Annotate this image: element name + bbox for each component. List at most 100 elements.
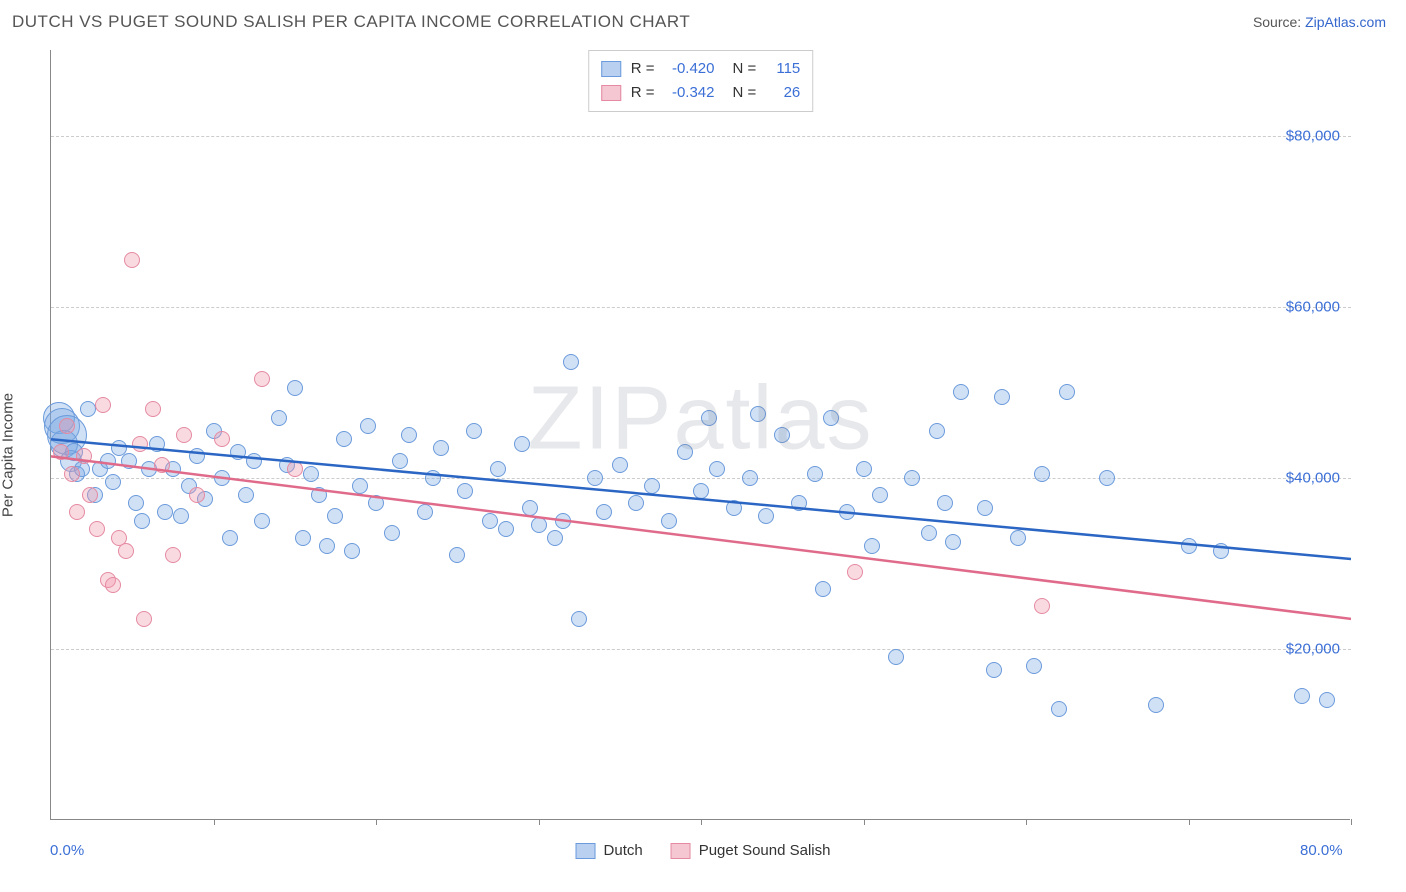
data-point-dutch: [303, 466, 319, 482]
correlation-legend: R =-0.420N =115R =-0.342N =26: [588, 50, 814, 112]
data-point-dutch: [1099, 470, 1115, 486]
data-point-dutch: [977, 500, 993, 516]
data-point-dutch: [904, 470, 920, 486]
source-link[interactable]: ZipAtlas.com: [1305, 14, 1386, 30]
data-point-salish: [76, 448, 92, 464]
data-point-dutch: [839, 504, 855, 520]
data-point-dutch: [628, 495, 644, 511]
data-point-dutch: [230, 444, 246, 460]
data-point-dutch: [815, 581, 831, 597]
data-point-salish: [53, 444, 69, 460]
data-point-salish: [176, 427, 192, 443]
data-point-dutch: [457, 483, 473, 499]
data-point-dutch: [1034, 466, 1050, 482]
data-point-salish: [189, 487, 205, 503]
trendline-salish: [51, 456, 1351, 619]
data-point-dutch: [490, 461, 506, 477]
data-point-dutch: [864, 538, 880, 554]
data-point-dutch: [986, 662, 1002, 678]
data-point-dutch: [327, 508, 343, 524]
data-point-dutch: [449, 547, 465, 563]
data-point-dutch: [563, 354, 579, 370]
y-axis-label: Per Capita Income: [0, 393, 17, 517]
data-point-dutch: [149, 436, 165, 452]
chart-container: Per Capita Income ZIPatlas R =-0.420N =1…: [0, 40, 1406, 870]
data-point-dutch: [214, 470, 230, 486]
data-point-dutch: [482, 513, 498, 529]
data-point-dutch: [742, 470, 758, 486]
data-point-dutch: [392, 453, 408, 469]
x-tick: [1026, 819, 1027, 825]
data-point-salish: [214, 431, 230, 447]
series-label: Dutch: [604, 842, 643, 859]
data-point-dutch: [417, 504, 433, 520]
x-tick: [1189, 819, 1190, 825]
swatch-icon: [671, 843, 691, 859]
gridline: [51, 649, 1351, 650]
data-point-salish: [69, 504, 85, 520]
data-point-salish: [82, 487, 98, 503]
data-point-dutch: [128, 495, 144, 511]
data-point-dutch: [937, 495, 953, 511]
gridline: [51, 136, 1351, 137]
data-point-dutch: [945, 534, 961, 550]
r-value: -0.420: [665, 57, 715, 81]
data-point-dutch: [466, 423, 482, 439]
x-tick: [864, 819, 865, 825]
r-label: R =: [631, 57, 655, 81]
swatch-icon: [576, 843, 596, 859]
data-point-dutch: [134, 513, 150, 529]
legend-item-salish: Puget Sound Salish: [671, 842, 831, 859]
data-point-salish: [254, 371, 270, 387]
data-point-dutch: [271, 410, 287, 426]
data-point-dutch: [1059, 384, 1075, 400]
data-point-dutch: [693, 483, 709, 499]
data-point-dutch: [522, 500, 538, 516]
data-point-dutch: [368, 495, 384, 511]
data-point-salish: [95, 397, 111, 413]
data-point-dutch: [872, 487, 888, 503]
data-point-dutch: [953, 384, 969, 400]
data-point-salish: [118, 543, 134, 559]
chart-header: DUTCH VS PUGET SOUND SALISH PER CAPITA I…: [0, 0, 1406, 40]
data-point-dutch: [173, 508, 189, 524]
x-tick: [376, 819, 377, 825]
data-point-dutch: [254, 513, 270, 529]
y-tick-label: $20,000: [1286, 640, 1340, 657]
data-point-dutch: [80, 401, 96, 417]
n-label: N =: [733, 57, 757, 81]
data-point-dutch: [587, 470, 603, 486]
plot-area: ZIPatlas R =-0.420N =115R =-0.342N =26 $…: [50, 50, 1350, 820]
gridline: [51, 307, 1351, 308]
data-point-dutch: [352, 478, 368, 494]
series-legend: Dutch Puget Sound Salish: [576, 842, 831, 859]
data-point-dutch: [336, 431, 352, 447]
n-value: 26: [766, 81, 800, 105]
data-point-dutch: [344, 543, 360, 559]
data-point-dutch: [425, 470, 441, 486]
data-point-dutch: [1148, 697, 1164, 713]
data-point-dutch: [498, 521, 514, 537]
data-point-salish: [59, 418, 75, 434]
data-point-salish: [132, 436, 148, 452]
data-point-dutch: [726, 500, 742, 516]
data-point-dutch: [384, 525, 400, 541]
legend-item-dutch: Dutch: [576, 842, 643, 859]
gridline: [51, 478, 1351, 479]
legend-row-salish: R =-0.342N =26: [601, 81, 801, 105]
data-point-dutch: [238, 487, 254, 503]
data-point-salish: [287, 461, 303, 477]
data-point-salish: [136, 611, 152, 627]
chart-title: DUTCH VS PUGET SOUND SALISH PER CAPITA I…: [12, 12, 690, 32]
data-point-dutch: [555, 513, 571, 529]
x-tick: [701, 819, 702, 825]
data-point-dutch: [1319, 692, 1335, 708]
data-point-dutch: [105, 474, 121, 490]
data-point-dutch: [121, 453, 137, 469]
data-point-dutch: [1010, 530, 1026, 546]
data-point-dutch: [856, 461, 872, 477]
data-point-dutch: [1051, 701, 1067, 717]
data-point-salish: [89, 521, 105, 537]
data-point-dutch: [807, 466, 823, 482]
data-point-dutch: [1026, 658, 1042, 674]
